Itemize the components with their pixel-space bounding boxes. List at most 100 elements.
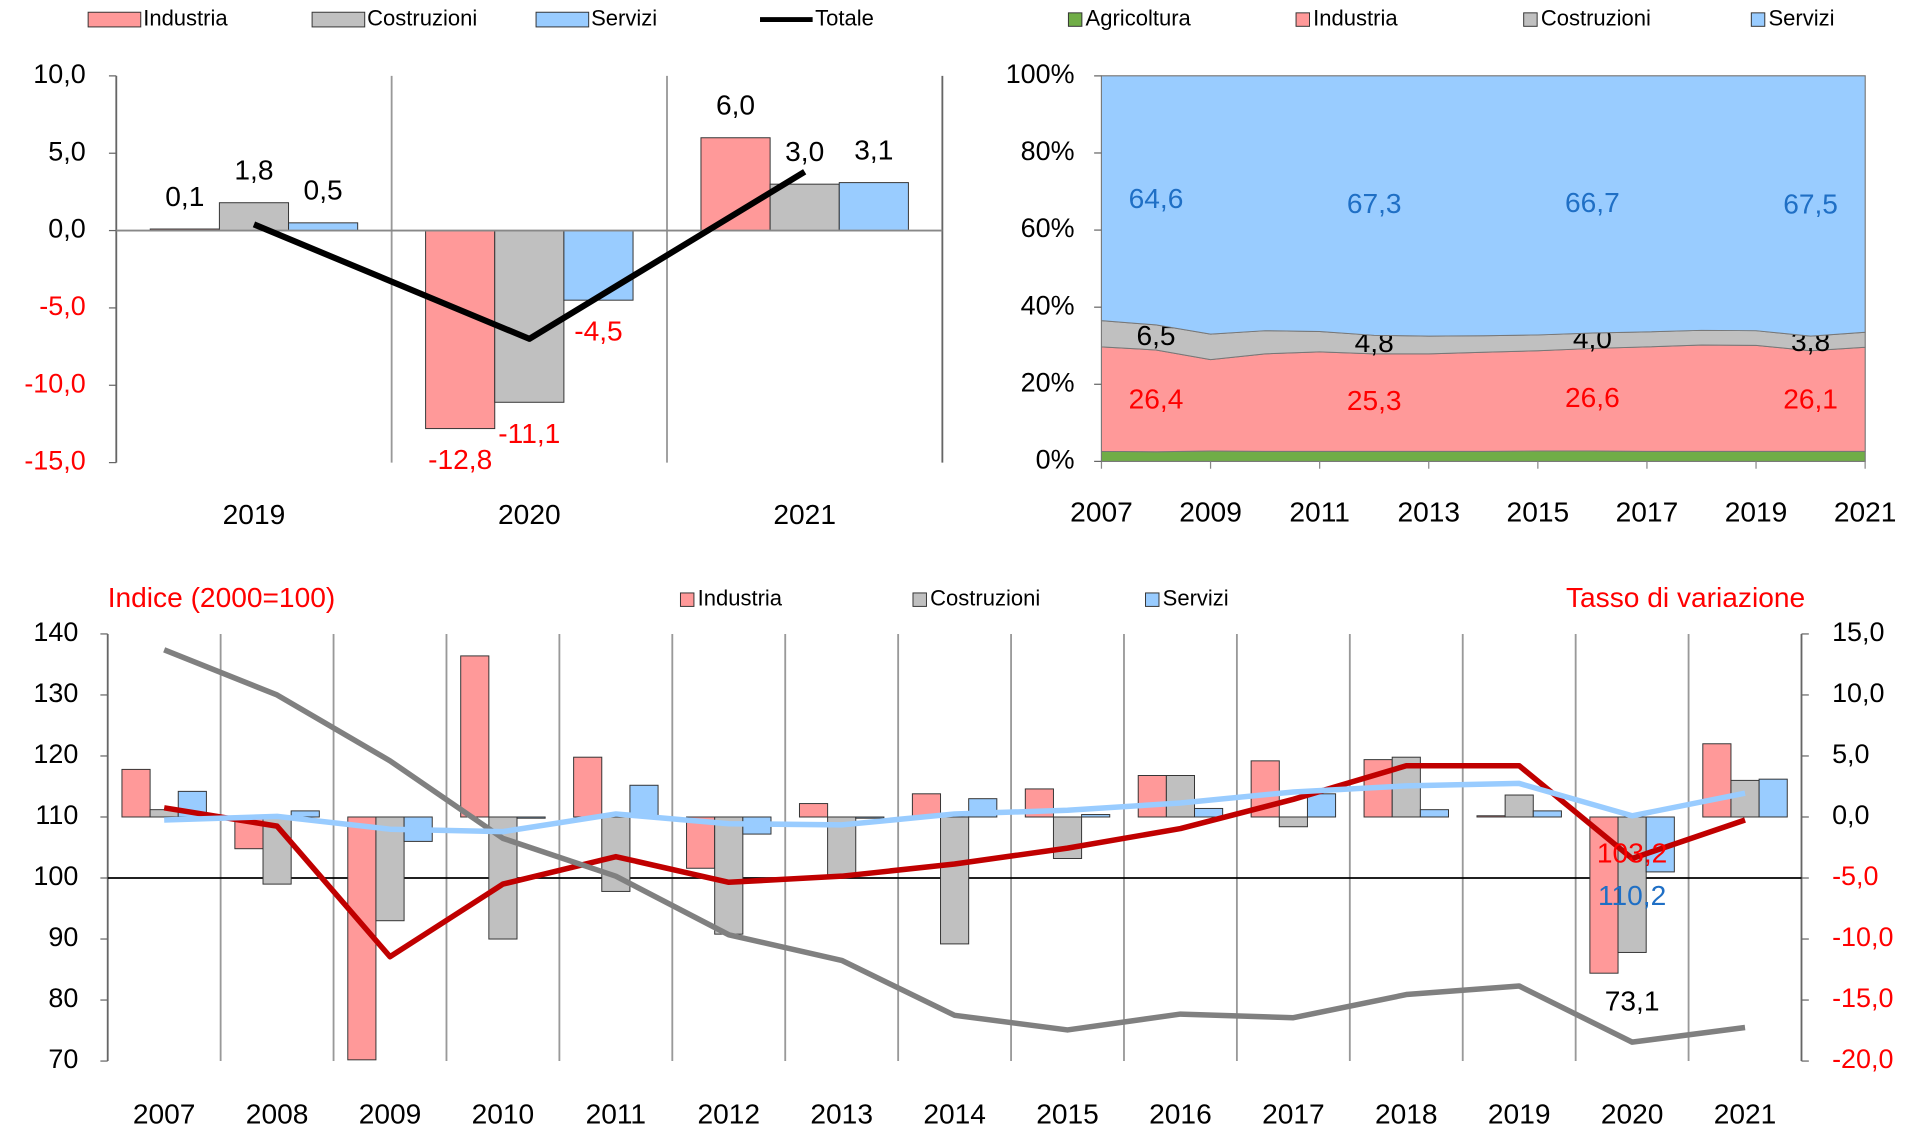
bar: [460, 655, 490, 818]
x-tick-label: 2011: [1289, 496, 1349, 527]
x-tick-label: 2009: [359, 1099, 422, 1130]
bar: [516, 816, 546, 819]
bar: [798, 803, 829, 818]
y2-tick-label: 10,0: [1832, 678, 1884, 708]
x-tick-label: 2008: [246, 1099, 309, 1130]
bar: [838, 182, 909, 232]
legend-swatch: [912, 592, 927, 607]
x-tick-label: 2020: [1601, 1099, 1664, 1130]
bar: [563, 230, 634, 301]
area: [1100, 344, 1866, 453]
x-tick-label: 2009: [1179, 496, 1242, 527]
y-tick-label: 0%: [1036, 444, 1075, 474]
bar: [262, 816, 292, 885]
data-label: 103,2: [1597, 837, 1667, 868]
x-tick-label: 2017: [1616, 496, 1679, 527]
bar: [855, 816, 885, 819]
data-label: 6,0: [716, 90, 755, 121]
data-label: 3,0: [785, 136, 824, 167]
bar: [940, 816, 970, 945]
y-tick-label: 80: [48, 983, 78, 1013]
y-tick-label: 70: [48, 1044, 78, 1074]
data-label: 66,7: [1565, 187, 1620, 218]
bar: [1137, 775, 1167, 818]
legend-swatch: [1523, 12, 1538, 27]
y-tick-label: 130: [33, 678, 78, 708]
legend-label: Totale: [815, 5, 874, 30]
bar: [1730, 779, 1760, 818]
y-tick-label: 40%: [1021, 290, 1075, 320]
bar: [1758, 778, 1788, 818]
legend-label: Industria: [143, 5, 228, 30]
x-tick-label: 2014: [923, 1099, 986, 1130]
y-tick-label: 100%: [1006, 59, 1075, 89]
data-label: 0,5: [304, 175, 343, 206]
bar: [1165, 775, 1196, 818]
y-tick-label: 5,0: [48, 136, 85, 166]
bar: [1504, 794, 1534, 818]
y2-tick-label: -20,0: [1832, 1044, 1893, 1074]
line: [164, 780, 1746, 835]
data-label: 73,1: [1605, 985, 1660, 1016]
data-label: 26,4: [1129, 383, 1184, 414]
bar: [573, 756, 603, 818]
y-tick-label: -5,0: [39, 291, 85, 321]
y2-tick-label: -10,0: [1832, 922, 1893, 952]
line: [163, 647, 1746, 1045]
line: [163, 762, 1746, 960]
x-tick-label: 2007: [1070, 496, 1133, 527]
bar: [714, 816, 744, 935]
y-tick-label: 20%: [1021, 367, 1075, 397]
x-tick-label: 2011: [586, 1099, 646, 1130]
y-tick-label: 100: [33, 861, 78, 891]
bar: [1306, 793, 1337, 818]
x-tick-label: 2017: [1262, 1099, 1325, 1130]
area: [1100, 450, 1866, 462]
legend-swatch: [87, 11, 142, 28]
y-tick-label: 0,0: [48, 214, 85, 244]
bar: [494, 230, 565, 403]
legend-swatch: [311, 11, 366, 28]
x-tick-label: 2019: [1488, 1099, 1551, 1130]
x-tick-label: 2015: [1507, 496, 1570, 527]
x-tick-label: 2007: [133, 1099, 196, 1130]
legend-label: Servizi: [1163, 585, 1229, 610]
legend-swatch: [1295, 12, 1311, 27]
y-tick-label: 60%: [1021, 213, 1075, 243]
x-tick-label: 2021: [1714, 1099, 1777, 1130]
legend-label: Industria: [1313, 5, 1398, 30]
legend-label: Costruzioni: [367, 5, 477, 30]
legend-swatch: [679, 592, 695, 607]
x-tick-label: 2021: [773, 499, 836, 530]
y-tick-label: -10,0: [24, 368, 85, 398]
data-label: 67,5: [1783, 188, 1838, 219]
bar: [1532, 810, 1562, 818]
data-label: 1,8: [234, 155, 273, 186]
data-label: 25,3: [1347, 385, 1402, 416]
x-tick-label: 2012: [697, 1099, 760, 1130]
x-tick-label: 2019: [1725, 496, 1788, 527]
legend-swatch: [1145, 592, 1160, 607]
line: [252, 169, 807, 342]
legend-swatch: [1750, 12, 1766, 27]
y-axis-title: Indice (2000=100): [108, 582, 336, 613]
data-label: 0,1: [165, 181, 204, 212]
legend-swatch: [1067, 12, 1083, 27]
data-label: -11,1: [498, 418, 560, 449]
x-tick-label: 2020: [498, 499, 561, 530]
data-label: -12,8: [428, 444, 492, 475]
bar: [629, 784, 659, 818]
y2-axis-title: Tasso di variazione: [1566, 582, 1805, 613]
legend-label: Costruzioni: [1541, 5, 1651, 30]
bar: [425, 230, 496, 430]
y-tick-label: -15,0: [24, 446, 85, 476]
x-tick-label: 2018: [1375, 1099, 1438, 1130]
y-tick-label: 90: [48, 922, 78, 952]
x-tick-label: 2013: [1397, 496, 1460, 527]
y2-tick-label: 15,0: [1832, 617, 1884, 647]
bar: [686, 816, 716, 869]
y-tick-label: 140: [33, 617, 78, 647]
x-tick-label: 2016: [1149, 1099, 1212, 1130]
y2-tick-label: 0,0: [1832, 800, 1869, 830]
